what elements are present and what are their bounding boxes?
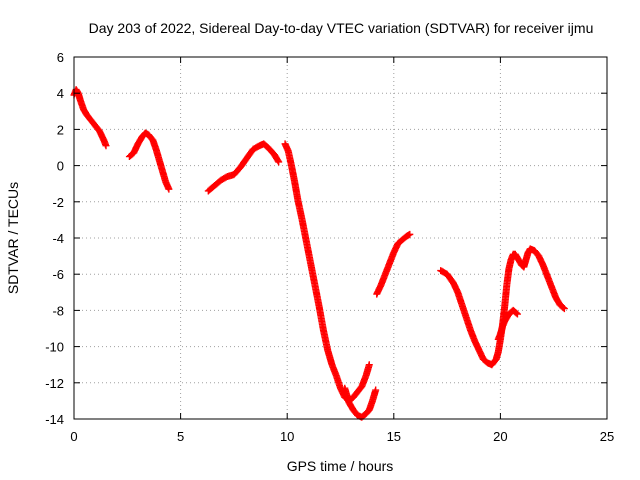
x-tick-label: 0 (70, 429, 77, 444)
y-tick-label: -6 (52, 267, 64, 282)
x-ticks: 0 5 10 15 20 25 (70, 57, 614, 444)
y-axis-label: SDTVAR / TECUs (5, 182, 21, 294)
x-tick-label: 25 (600, 429, 614, 444)
data-point-marker (406, 230, 414, 238)
data-point-marker (513, 310, 521, 318)
y-tick-label: 0 (57, 159, 64, 174)
y-ticks: -14 -12 -10 -8 -6 -4 -2 0 2 4 6 (45, 50, 607, 427)
data-point-marker (275, 158, 283, 166)
data-point-marker (274, 157, 282, 165)
data-point-marker (102, 142, 110, 150)
y-tick-label: -10 (45, 340, 64, 355)
y-tick-label: 6 (57, 50, 64, 65)
data-point-marker (165, 185, 173, 193)
grid (74, 57, 607, 419)
x-axis-label: GPS time / hours (287, 458, 394, 474)
x-tick-label: 5 (177, 429, 184, 444)
x-tick-label: 20 (493, 429, 507, 444)
plot-frame (73, 56, 608, 420)
chart-title: Day 203 of 2022, Sidereal Day-to-day VTE… (89, 20, 594, 36)
data-point-marker (365, 361, 373, 369)
y-tick-label: -14 (45, 412, 64, 427)
data-point-marker (559, 304, 567, 312)
data-point-marker (372, 386, 380, 394)
y-tick-label: 4 (57, 86, 64, 101)
y-tick-label: -4 (52, 231, 64, 246)
y-tick-label: -8 (52, 303, 64, 318)
y-tick-label: -12 (45, 376, 64, 391)
y-tick-label: -2 (52, 195, 64, 210)
data-points (70, 86, 568, 421)
x-tick-label: 15 (387, 429, 401, 444)
y-tick-label: 2 (57, 122, 64, 137)
data-point-marker (560, 305, 568, 313)
data-point-marker (512, 309, 520, 317)
x-tick-label: 10 (280, 429, 294, 444)
